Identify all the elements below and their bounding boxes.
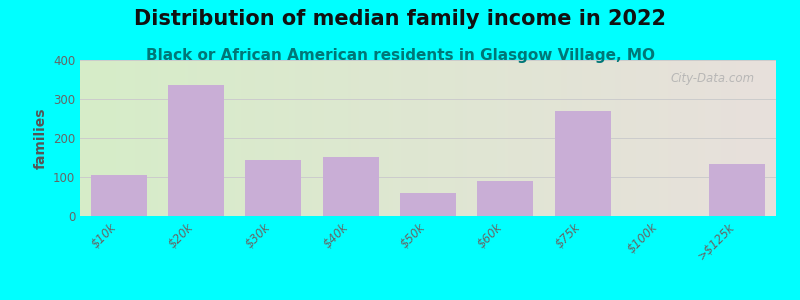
Bar — [710, 164, 765, 216]
Bar — [478, 181, 533, 216]
Bar — [323, 157, 378, 216]
Bar — [168, 85, 224, 216]
Text: Black or African American residents in Glasgow Village, MO: Black or African American residents in G… — [146, 48, 654, 63]
Text: Distribution of median family income in 2022: Distribution of median family income in … — [134, 9, 666, 29]
Text: City-Data.com: City-Data.com — [671, 73, 755, 85]
Bar — [91, 175, 146, 216]
Y-axis label: families: families — [34, 107, 47, 169]
Bar — [555, 112, 610, 216]
Bar — [246, 160, 301, 216]
Bar — [400, 193, 456, 216]
